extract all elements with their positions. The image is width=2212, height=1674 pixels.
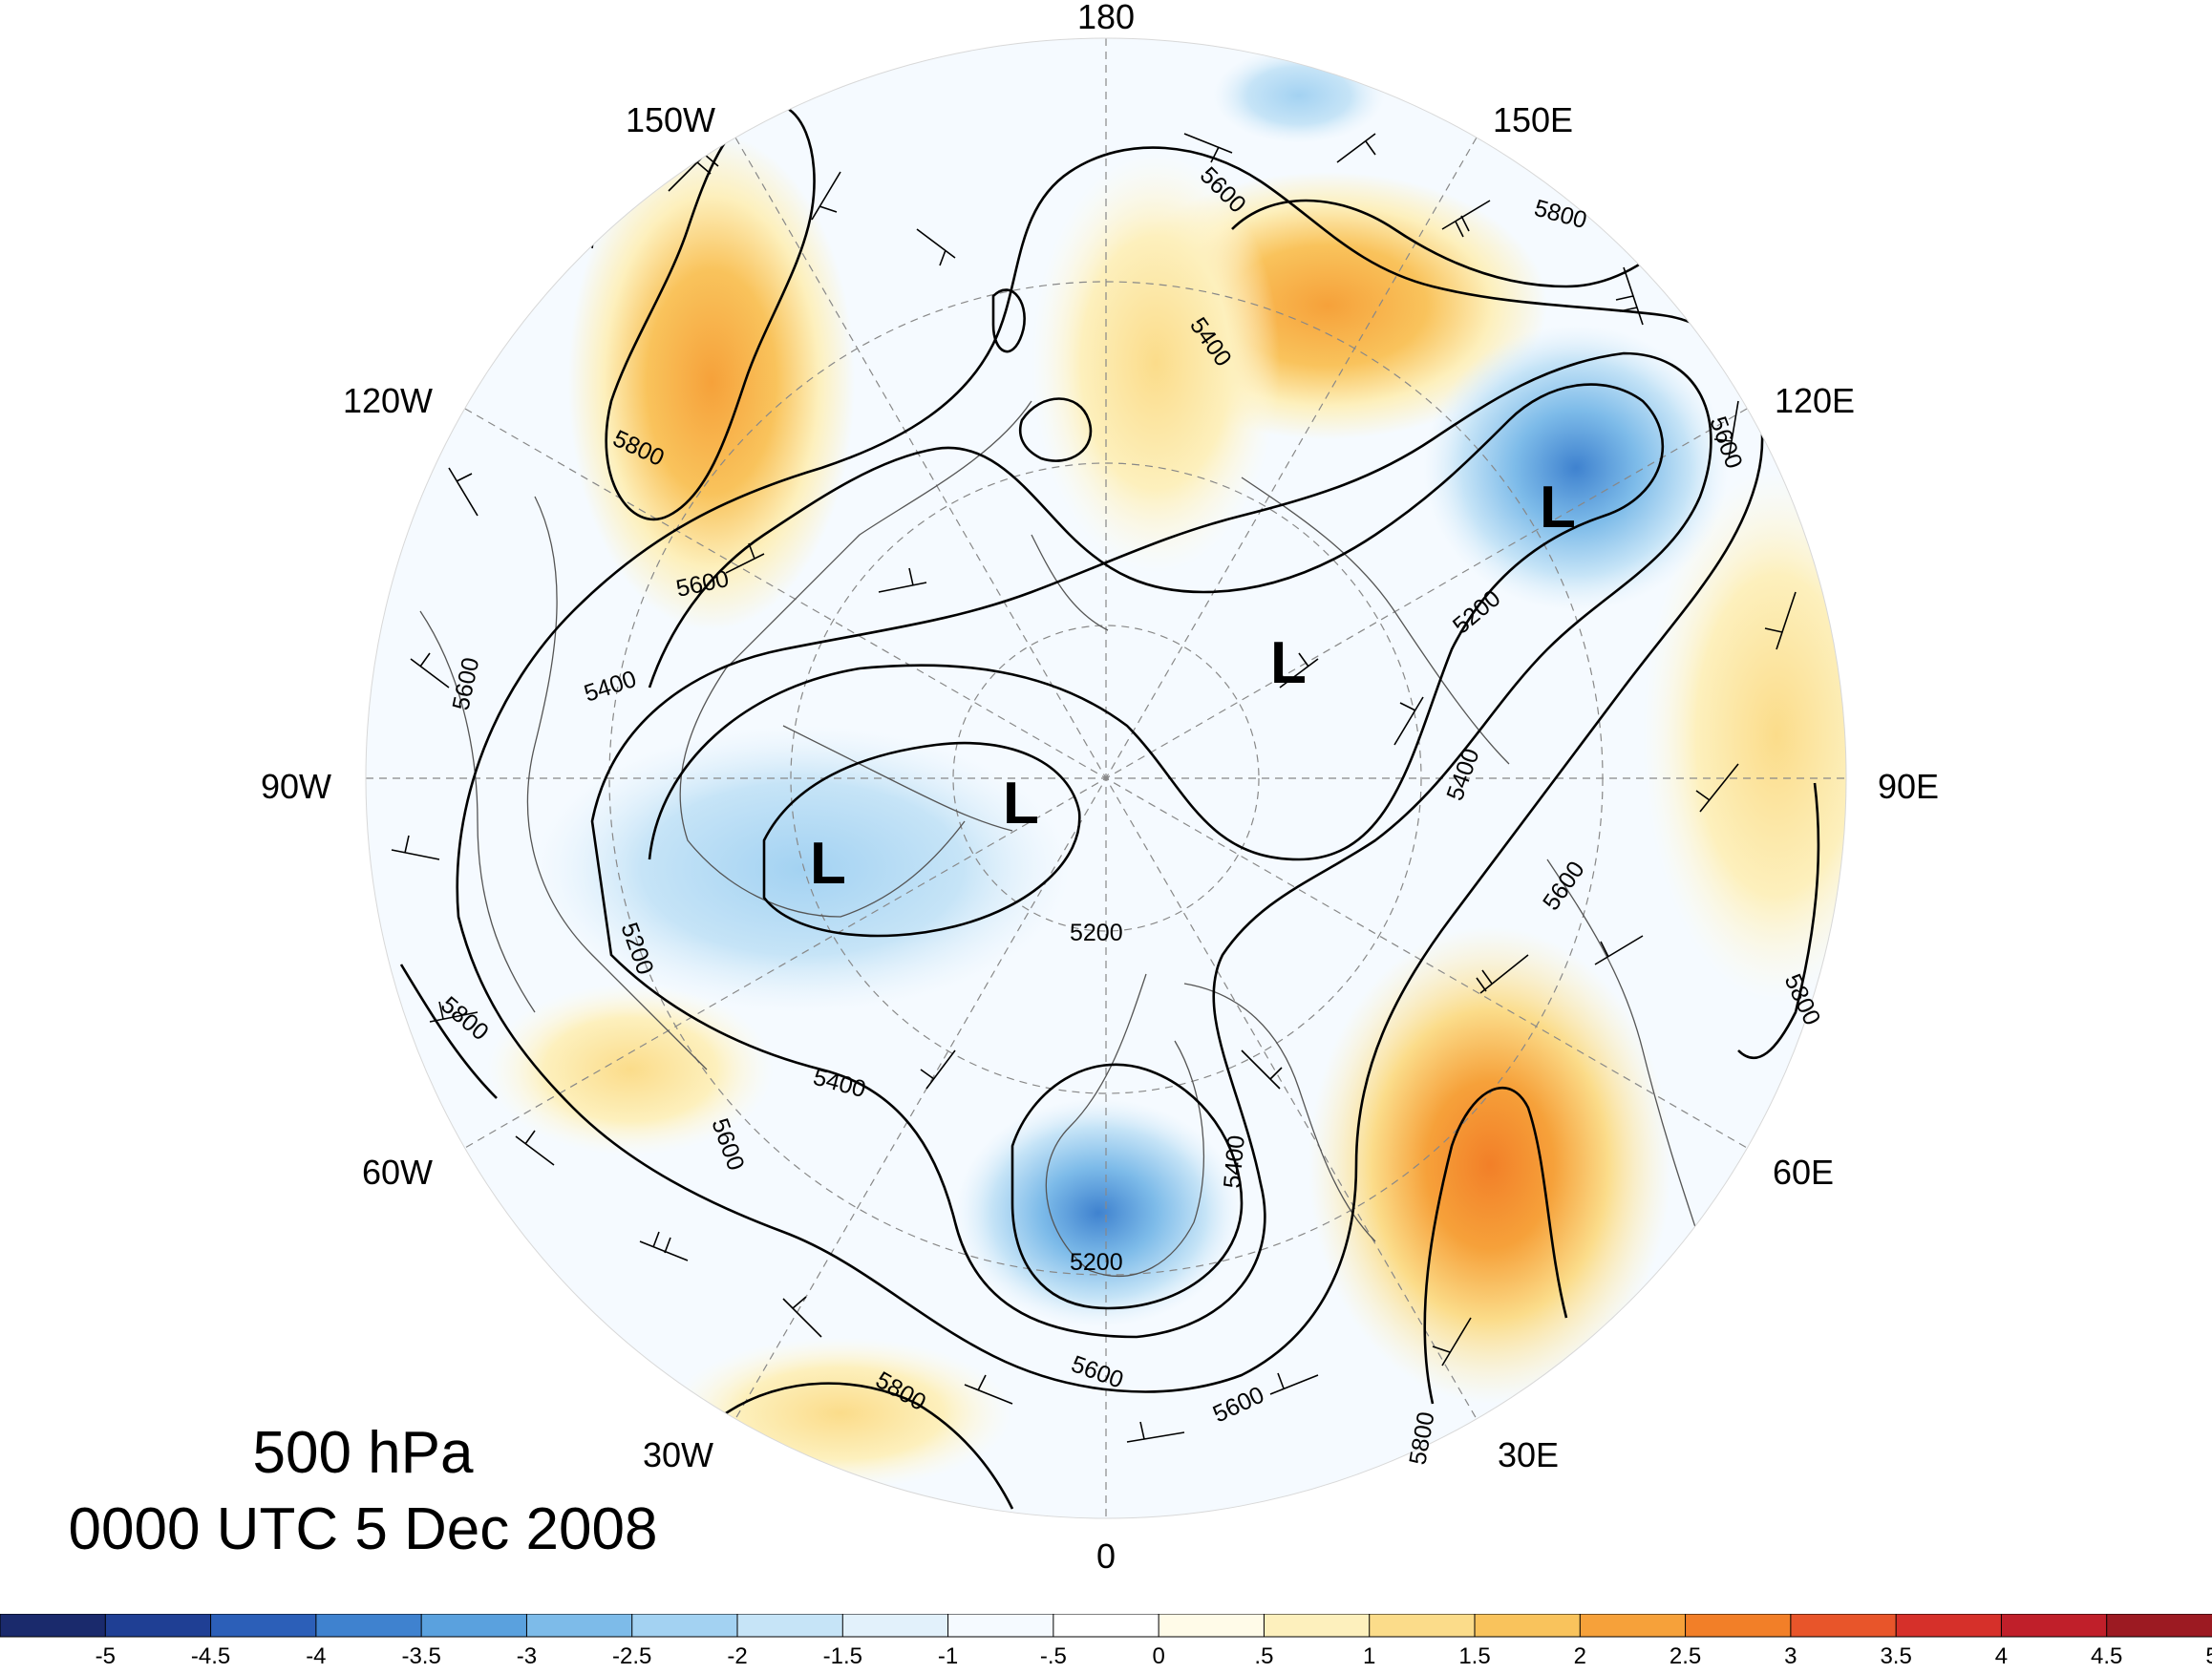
- colorbar-swatch: [631, 1614, 739, 1638]
- colorbar-swatch: [1579, 1614, 1687, 1638]
- lon-label-60w: 60W: [362, 1153, 433, 1192]
- low-marker: L: [1540, 475, 1576, 540]
- chart-title: 500 hPa: [252, 1420, 474, 1486]
- colorbar-swatch: [736, 1614, 844, 1638]
- cold-anomaly-top: [1213, 48, 1385, 143]
- warm-anomaly-se: [1308, 926, 1671, 1404]
- warm-anomaly-w: [487, 984, 774, 1155]
- colorbar-swatch: [420, 1614, 528, 1638]
- contour-5200: [762, 741, 1081, 938]
- colorbar-tick-label: -2: [727, 1643, 747, 1669]
- lon-label-120e: 120E: [1775, 381, 1855, 420]
- contour-5800-w: [399, 964, 498, 1099]
- colorbar-tick-label: 5: [2205, 1643, 2212, 1669]
- lon-label-30e: 30E: [1498, 1435, 1559, 1474]
- colorbar-tick-label: -2.5: [612, 1643, 651, 1669]
- colorbar-tick-label: -3: [517, 1643, 537, 1669]
- warm-anomaly-nw: [568, 134, 855, 630]
- low-pressure-markers: L L L L: [810, 475, 1576, 897]
- contour-5800-s: [725, 1382, 1014, 1510]
- wind-barbs: [391, 133, 1797, 1443]
- colorbar-tick-label: 1: [1363, 1643, 1375, 1669]
- colorbar-swatch: [1474, 1614, 1582, 1638]
- contour-label-5200: 5200: [1070, 1249, 1123, 1276]
- colorbar-tick-label: -3.5: [401, 1643, 440, 1669]
- lon-label-60e: 60E: [1773, 1153, 1834, 1192]
- contour-5800-e: [1737, 782, 1820, 1060]
- colorbar-tick-label: -4: [306, 1643, 326, 1669]
- colorbar-tick-label: 3: [1784, 1643, 1797, 1669]
- lon-label-150e: 150E: [1493, 100, 1573, 139]
- colorbar-tick-label: -1: [938, 1643, 958, 1669]
- closed-contour-n: [991, 288, 1026, 353]
- polar-stereographic-map: 5200 5200 5200 5200 5400 5400 5400 5400 …: [261, 0, 1939, 1576]
- colorbar-swatch: [1685, 1614, 1792, 1638]
- colorbar-tick-label: 4: [1995, 1643, 2008, 1669]
- cold-anomaly-s: [955, 1098, 1242, 1327]
- lon-label-30w: 30W: [643, 1435, 713, 1474]
- colorbar-swatch: [2106, 1614, 2212, 1638]
- closed-contour-c: [1018, 397, 1093, 462]
- colorbar-tick-labels: -5 -4.5 -4 -3.5 -3 -2.5 -2 -1.5 -1 -.5 0 .5 1 1.5 2 2.5…: [96, 1643, 2212, 1669]
- contour-label-5200: 5200: [1070, 920, 1123, 946]
- low-marker: L: [1003, 771, 1039, 837]
- colorbar-swatch: [1895, 1614, 2003, 1638]
- colorbar-swatch: [104, 1614, 212, 1638]
- contour-5200-c: [1010, 1063, 1244, 1310]
- cold-anomaly-ne: [1423, 325, 1729, 611]
- colorbar-tick-label: 4.5: [2091, 1643, 2122, 1669]
- colorbar-swatch: [1263, 1614, 1371, 1638]
- contour-5800-ne: [1231, 199, 1701, 288]
- colorbar-tick-label: 3.5: [1880, 1643, 1911, 1669]
- lon-label-120w: 120W: [343, 381, 433, 420]
- contour-5800-nw: [605, 102, 816, 521]
- colorbar-swatch: [525, 1614, 633, 1638]
- longitude-labels: 180 150E 120E 90E 60E 30E 0 30W 60W 90W …: [261, 0, 1939, 1576]
- warm-anomaly-ne: [1032, 153, 1280, 573]
- colorbar-swatch: [210, 1614, 317, 1638]
- contour-5600: [456, 146, 1764, 1393]
- colorbar-swatch: [2000, 1614, 2108, 1638]
- contour-5800-se: [1423, 1087, 1568, 1405]
- coastlines: [419, 400, 1701, 1277]
- graticule: [366, 38, 1846, 1518]
- contour-5400: [590, 351, 1712, 1339]
- lon-label-0: 0: [1096, 1536, 1116, 1576]
- colorbar-tick-label: 0: [1152, 1643, 1164, 1669]
- colorbar-tick-label: 2: [1574, 1643, 1586, 1669]
- lon-label-90e: 90E: [1878, 767, 1939, 806]
- colorbar-swatch: [1053, 1614, 1160, 1638]
- geopotential-height-contours: [399, 102, 1820, 1510]
- chart-subtitle: 0000 UTC 5 Dec 2008: [68, 1496, 658, 1562]
- colorbar-swatch: [315, 1614, 423, 1638]
- colorbar-swatch: [841, 1614, 949, 1638]
- lon-label-90w: 90W: [261, 767, 331, 806]
- low-marker: L: [810, 831, 846, 897]
- colorbar-tick-label: .5: [1254, 1643, 1273, 1669]
- colorbar-swatch: [1158, 1614, 1266, 1638]
- lon-label-180: 180: [1077, 0, 1135, 36]
- contour-label-5400: 5400: [1219, 1134, 1250, 1190]
- colorbar-tick-label: 2.5: [1670, 1643, 1701, 1669]
- colorbar-tick-label: 1.5: [1458, 1643, 1490, 1669]
- lon-label-150w: 150W: [626, 100, 715, 139]
- colorbar-swatches: [0, 1614, 2212, 1638]
- colorbar-tick-label: -4.5: [191, 1643, 230, 1669]
- low-marker: L: [1270, 630, 1307, 696]
- colorbar-swatch: [1790, 1614, 1898, 1638]
- contour-5200-b: [648, 383, 1665, 861]
- colorbar-swatch: [947, 1614, 1054, 1638]
- colorbar-tick-label: -1.5: [823, 1643, 862, 1669]
- colorbar-swatch: [0, 1614, 107, 1638]
- colorbar-tick-label: -.5: [1040, 1643, 1067, 1669]
- colorbar-swatch: [1369, 1614, 1476, 1638]
- cold-anomaly-w: [535, 726, 1070, 1012]
- map-boundary: [365, 37, 1847, 1519]
- colorbar: -5 -4.5 -4 -3.5 -3 -2.5 -2 -1.5 -1 -.5 0 .5 1 1.5 2 2.5…: [0, 1614, 2212, 1669]
- colorbar-tick-label: -5: [96, 1643, 116, 1669]
